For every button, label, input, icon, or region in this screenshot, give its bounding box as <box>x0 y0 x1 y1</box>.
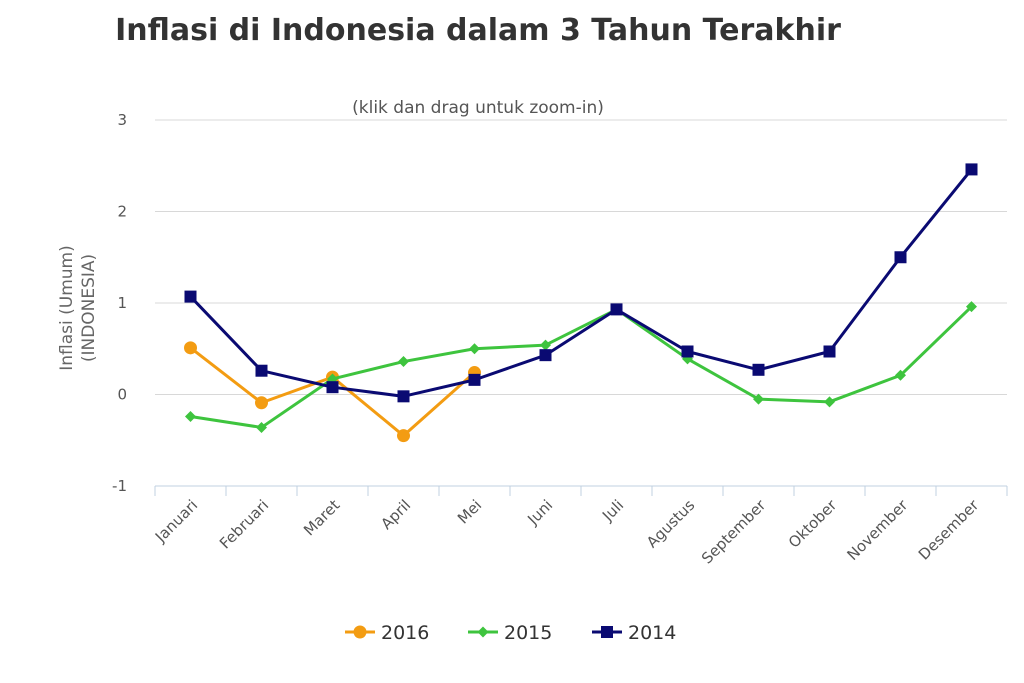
data-point-2016[interactable] <box>397 429 410 443</box>
x-tick-label: April <box>377 496 414 533</box>
y-axis-title-line-2: (INDONESIA) <box>79 254 99 362</box>
y-tick-label: -1 <box>112 477 127 495</box>
chart-subtitle: (klik dan drag untuk zoom-in) <box>352 98 604 118</box>
x-tick-label: Mei <box>454 496 485 527</box>
data-point-2014[interactable] <box>326 381 339 394</box>
legend-item-2016[interactable]: 2016 <box>345 622 429 644</box>
x-tick-label: Juni <box>523 496 556 529</box>
series-line-2015 <box>190 305 973 429</box>
data-point-2015[interactable] <box>895 369 906 381</box>
series-line-2014 <box>189 168 973 398</box>
y-axis-title: Inflasi (Umum) (INDONESIA) <box>57 245 99 371</box>
x-tick-label: Maret <box>300 496 343 539</box>
x-axis: Januari Februari Maret April Mei Juni Juli Agus… <box>151 485 1008 568</box>
data-point-2014[interactable] <box>823 345 836 358</box>
x-tick-label: September <box>698 496 770 568</box>
legend-item-2015[interactable]: 2015 <box>468 622 552 644</box>
legend-label: 2015 <box>504 622 552 644</box>
series-2016 <box>184 341 481 443</box>
data-point-2015[interactable] <box>540 339 551 351</box>
data-point-2015[interactable] <box>185 410 196 422</box>
data-point-2016[interactable] <box>255 396 268 410</box>
data-point-2014[interactable] <box>681 345 694 358</box>
x-tick-label: November <box>843 496 911 564</box>
y-tick-label: 0 <box>117 386 127 404</box>
y-tick-label: 3 <box>117 111 127 129</box>
y-axis-title-line-1: Inflasi (Umum) <box>57 245 77 371</box>
y-tick-label: 1 <box>117 294 127 312</box>
legend-label: 2016 <box>381 622 429 644</box>
data-point-2015[interactable] <box>469 343 480 355</box>
data-point-2014[interactable] <box>468 373 481 386</box>
data-point-2014[interactable] <box>184 290 197 303</box>
legend-marker-square[interactable] <box>601 626 613 638</box>
series-lines <box>184 163 978 443</box>
legend-marker-diamond[interactable] <box>477 626 489 638</box>
legend-item-2014[interactable]: 2014 <box>592 622 676 644</box>
legend-label: 2014 <box>628 622 676 644</box>
data-point-2015[interactable] <box>256 421 267 433</box>
chart-title: Inflasi di Indonesia dalam 3 Tahun Terak… <box>115 13 841 48</box>
x-tick-label: Februari <box>216 496 272 552</box>
y-axis-ticks: -1 0 1 2 3 <box>112 111 127 495</box>
data-point-2014[interactable] <box>610 303 623 316</box>
data-point-2015[interactable] <box>966 301 977 313</box>
gridlines <box>155 119 1007 395</box>
data-point-2014[interactable] <box>255 364 268 377</box>
series-2015 <box>185 301 977 433</box>
data-point-2016[interactable] <box>184 341 197 355</box>
x-tick-label: Agustus <box>643 496 699 552</box>
y-tick-label: 2 <box>117 203 127 221</box>
x-tick-label: Juli <box>598 496 627 525</box>
data-point-2015[interactable] <box>753 393 764 405</box>
data-point-2014[interactable] <box>894 251 907 264</box>
data-point-2015[interactable] <box>398 356 409 368</box>
x-tick-label: Oktober <box>785 496 841 552</box>
data-point-2015[interactable] <box>824 396 835 408</box>
legend-marker-circle[interactable] <box>353 625 367 639</box>
x-tick-label: Januari <box>151 496 201 546</box>
series-2014 <box>184 163 978 403</box>
data-point-2014[interactable] <box>539 349 552 362</box>
legend[interactable]: 2016 2015 2014 <box>345 622 676 644</box>
data-point-2014[interactable] <box>752 363 765 376</box>
data-point-2014[interactable] <box>397 390 410 403</box>
x-tick-label: Desember <box>915 496 983 564</box>
data-point-2014[interactable] <box>965 163 978 176</box>
